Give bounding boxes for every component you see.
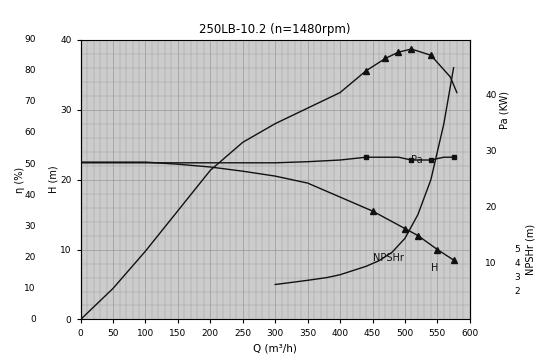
Text: 50: 50 [24,160,36,169]
Text: 90: 90 [24,35,36,44]
Text: 2: 2 [515,287,520,296]
X-axis label: Q (m³/h): Q (m³/h) [254,343,297,353]
Text: 5: 5 [515,245,520,254]
Text: 10: 10 [485,259,497,268]
Text: 70: 70 [24,97,36,106]
Text: 40: 40 [485,91,497,100]
Text: 3: 3 [515,273,520,282]
Text: H (m): H (m) [48,166,58,193]
Text: NPSHr (m): NPSHr (m) [525,224,535,275]
Text: η (%): η (%) [16,166,25,193]
Text: 80: 80 [24,66,36,75]
Text: 0: 0 [30,315,36,324]
Text: 30: 30 [24,222,36,231]
Text: 30: 30 [485,147,497,156]
Text: 20: 20 [24,253,36,262]
Text: 20: 20 [485,203,497,212]
Title: 250LB-10.2 (n=1480rpm): 250LB-10.2 (n=1480rpm) [200,23,351,36]
Text: NPSHr: NPSHr [373,253,404,263]
Text: 10: 10 [24,284,36,293]
Text: 60: 60 [24,129,36,138]
Text: 40: 40 [24,191,36,200]
Text: Pa (KW): Pa (KW) [500,91,510,129]
Text: Pa: Pa [411,155,423,165]
Text: 4: 4 [515,259,520,268]
Text: H: H [431,263,438,273]
